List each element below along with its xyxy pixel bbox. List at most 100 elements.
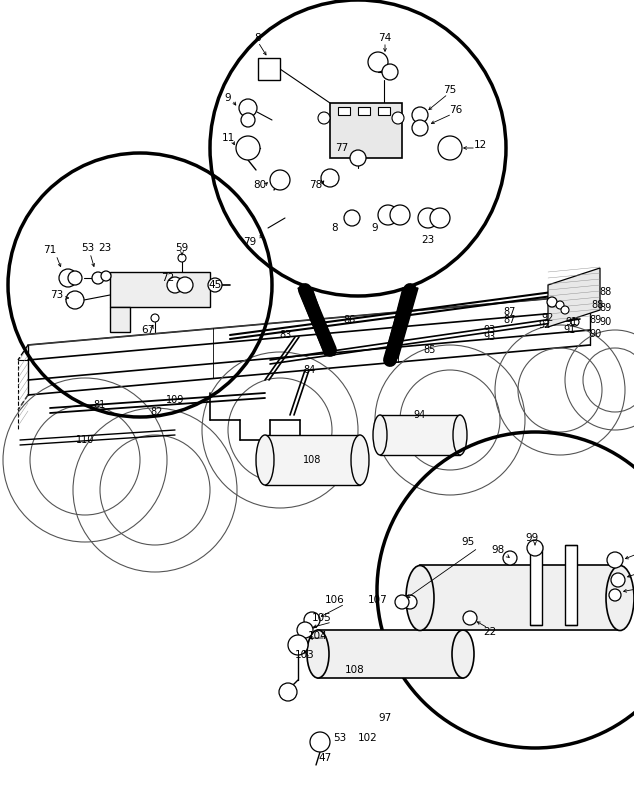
Circle shape (607, 552, 623, 568)
Text: 92: 92 (542, 313, 554, 323)
Circle shape (236, 136, 260, 160)
Ellipse shape (452, 630, 474, 678)
Circle shape (418, 208, 438, 228)
Bar (258, 58, 280, 80)
Bar (358, 107, 370, 115)
Polygon shape (298, 288, 335, 355)
Bar (378, 107, 390, 115)
Text: 9: 9 (372, 223, 378, 233)
Circle shape (503, 551, 517, 565)
Text: 23: 23 (422, 235, 435, 245)
Text: 103: 103 (295, 650, 315, 660)
Text: 95: 95 (462, 537, 475, 547)
Circle shape (438, 136, 462, 160)
Text: 45: 45 (209, 280, 222, 290)
Text: 73: 73 (50, 290, 63, 300)
Bar (420, 565, 620, 630)
Text: 90: 90 (599, 317, 611, 327)
Bar (110, 307, 130, 332)
Text: 86: 86 (344, 315, 356, 325)
Text: 78: 78 (309, 180, 323, 190)
Circle shape (368, 52, 388, 72)
Circle shape (344, 210, 360, 226)
Text: 104: 104 (308, 631, 328, 641)
Text: 75: 75 (443, 85, 456, 95)
Circle shape (239, 99, 257, 117)
Text: 87: 87 (504, 307, 516, 317)
Text: 87: 87 (504, 315, 516, 325)
Circle shape (279, 683, 297, 701)
Circle shape (609, 589, 621, 601)
Text: 110: 110 (76, 435, 94, 445)
Text: 105: 105 (312, 613, 332, 623)
Text: 67: 67 (141, 325, 155, 335)
Circle shape (318, 112, 330, 124)
Circle shape (177, 277, 193, 293)
Circle shape (611, 573, 625, 587)
Circle shape (321, 169, 339, 187)
Text: 83: 83 (279, 330, 291, 340)
Text: 11: 11 (221, 133, 235, 143)
Text: 93: 93 (484, 332, 496, 342)
Circle shape (403, 595, 417, 609)
Circle shape (395, 595, 409, 609)
Text: 81: 81 (94, 400, 106, 410)
Text: 98: 98 (491, 545, 505, 555)
Text: 108: 108 (303, 455, 321, 465)
Circle shape (547, 297, 557, 307)
Circle shape (412, 120, 428, 136)
Text: 71: 71 (43, 245, 56, 255)
Circle shape (68, 271, 82, 285)
Circle shape (392, 112, 404, 124)
Bar (338, 107, 350, 115)
Text: 91: 91 (564, 325, 576, 335)
Text: 59: 59 (176, 243, 189, 253)
Circle shape (378, 205, 398, 225)
Circle shape (390, 205, 410, 225)
Circle shape (66, 291, 84, 309)
Circle shape (556, 301, 564, 309)
Circle shape (270, 170, 290, 190)
Text: 88: 88 (599, 287, 611, 297)
Polygon shape (548, 268, 600, 327)
Circle shape (101, 271, 111, 281)
Text: 23: 23 (98, 243, 112, 253)
Text: 22: 22 (483, 627, 496, 637)
Text: 82: 82 (151, 407, 163, 417)
Polygon shape (385, 288, 418, 358)
Ellipse shape (307, 630, 329, 678)
Text: 8: 8 (255, 33, 261, 43)
Bar (318, 630, 463, 678)
Circle shape (167, 277, 183, 293)
Text: 85: 85 (424, 345, 436, 355)
Text: 99: 99 (526, 533, 539, 543)
Circle shape (241, 113, 255, 127)
Bar (565, 545, 577, 625)
Text: 53: 53 (333, 733, 347, 743)
Text: 97: 97 (378, 713, 392, 723)
Ellipse shape (373, 415, 387, 455)
Text: 106: 106 (325, 595, 345, 605)
Text: 89: 89 (590, 315, 602, 325)
Text: 53: 53 (81, 243, 94, 253)
Circle shape (288, 635, 308, 655)
Circle shape (208, 278, 222, 292)
Circle shape (310, 732, 330, 752)
Ellipse shape (351, 435, 369, 485)
Text: 77: 77 (335, 143, 349, 153)
Ellipse shape (256, 435, 274, 485)
Bar (265, 435, 360, 485)
Text: 72: 72 (162, 273, 174, 283)
Bar (110, 272, 210, 307)
Text: 90: 90 (590, 329, 602, 339)
Text: 91: 91 (566, 317, 578, 327)
Ellipse shape (606, 565, 634, 630)
Text: 92: 92 (539, 320, 551, 330)
Text: 8: 8 (332, 223, 339, 233)
Circle shape (412, 107, 428, 123)
Bar (330, 103, 402, 158)
Bar (530, 545, 542, 625)
Text: 47: 47 (318, 753, 332, 763)
Text: 84: 84 (304, 365, 316, 375)
Circle shape (527, 540, 543, 556)
